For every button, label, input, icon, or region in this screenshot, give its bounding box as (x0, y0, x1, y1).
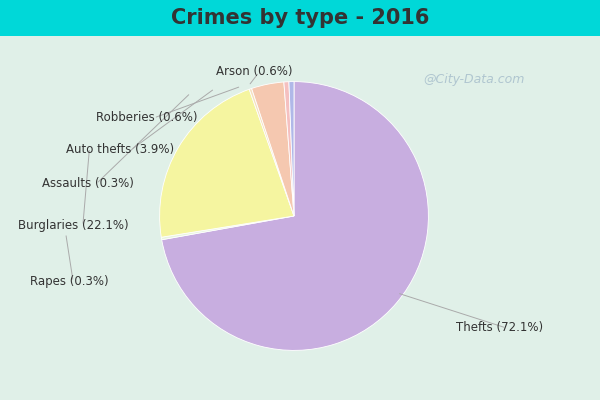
Text: Assaults (0.3%): Assaults (0.3%) (42, 178, 134, 190)
Text: Robberies (0.6%): Robberies (0.6%) (96, 112, 197, 124)
Wedge shape (160, 89, 294, 237)
Wedge shape (162, 82, 428, 350)
Text: Arson (0.6%): Arson (0.6%) (216, 66, 293, 78)
Text: Thefts (72.1%): Thefts (72.1%) (456, 322, 543, 334)
Text: Auto thefts (3.9%): Auto thefts (3.9%) (66, 144, 174, 156)
Wedge shape (161, 216, 294, 240)
Text: @City-Data.com: @City-Data.com (424, 74, 524, 86)
Wedge shape (249, 88, 294, 216)
Text: Crimes by type - 2016: Crimes by type - 2016 (171, 8, 429, 28)
Wedge shape (284, 82, 294, 216)
Wedge shape (251, 82, 294, 216)
Text: Burglaries (22.1%): Burglaries (22.1%) (18, 220, 128, 232)
Text: Rapes (0.3%): Rapes (0.3%) (30, 276, 109, 288)
Wedge shape (289, 82, 294, 216)
